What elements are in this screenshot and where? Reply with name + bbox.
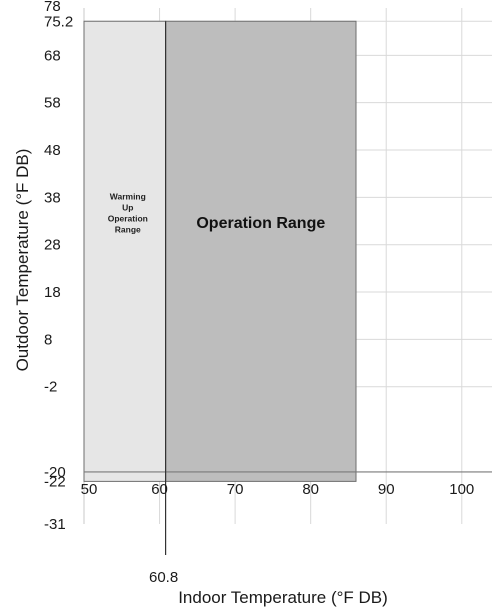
y-tick-label: 8: [44, 331, 52, 348]
x-tick-label: 50: [81, 481, 98, 498]
warming-up-region-label: Range: [115, 225, 141, 235]
y-tick-label: 18: [44, 284, 61, 301]
y-tick-label: 38: [44, 189, 61, 206]
y-extra-label: -31: [44, 516, 66, 533]
y-extra-label: -22: [44, 473, 66, 490]
operation-region: [165, 20, 357, 482]
y-tick-label: 68: [44, 47, 61, 64]
operation-region-label: Operation Range: [196, 215, 325, 232]
tick-labels: 75.2 68 58 48 38 28 18 8 -2 78 -20-22 -31 50 60 70 80 90…: [44, 0, 474, 586]
y-tick-label: 75.2: [44, 13, 73, 30]
warming-up-region-label: Up: [122, 203, 133, 213]
reference-lines: [84, 21, 492, 555]
x-tick-label: 100: [449, 481, 474, 498]
y-tick-label: -2: [44, 379, 57, 396]
y-tick-label: 28: [44, 237, 61, 254]
y-extra-label: -20: [44, 464, 66, 481]
x-tick-label: 70: [227, 481, 244, 498]
warming-up-region-label: Warming: [110, 192, 146, 202]
x-tick-label: 90: [378, 481, 395, 498]
warming-up-region: [83, 20, 167, 482]
x-tick-label: 60: [151, 481, 168, 498]
warming-up-region-label: Operation: [108, 214, 148, 224]
x-axis-title: Indoor Temperature (°F DB): [178, 588, 388, 607]
y-axis-title: Outdoor Temperature (°F DB): [13, 149, 32, 372]
x-extra-label: 60.8: [149, 569, 178, 586]
y-tick-label: 58: [44, 95, 61, 112]
y-extra-label: 78: [44, 0, 61, 15]
y-tick-label: 48: [44, 142, 61, 159]
x-tick-label: 80: [302, 481, 319, 498]
